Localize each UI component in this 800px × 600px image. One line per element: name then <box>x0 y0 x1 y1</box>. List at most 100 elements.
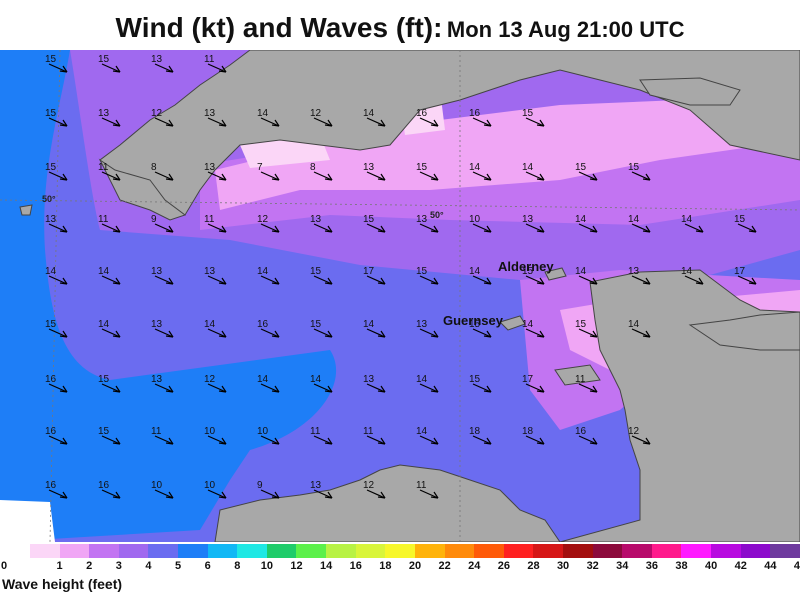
wind-arrow-head <box>112 330 121 338</box>
wind-speed-label: 13 <box>45 214 57 225</box>
wave-legend: 0 1 2 3 4 5 6 8 10 12 14 16 18 20 22 24 26 28 30 32 34 36 38 40… <box>0 542 800 600</box>
wind-arrow-shaft <box>313 435 333 445</box>
wind-speed-label: 13 <box>310 214 322 225</box>
wind-speed-label: 14 <box>469 162 481 173</box>
wind-speed-label: 15 <box>522 108 534 119</box>
wind-speed-label: 16 <box>469 108 481 119</box>
legend-tick: 22 <box>438 560 451 572</box>
wind-arrow-shaft <box>366 489 386 499</box>
wind-arrow-shaft <box>578 383 598 393</box>
wind-arrow-shaft <box>631 275 651 285</box>
wind-arrow-shaft <box>154 275 174 285</box>
legend-tick: 32 <box>586 560 599 572</box>
wind-arrow-head <box>483 385 492 393</box>
wind-arrow-shaft <box>419 171 439 181</box>
wind-speed-label: 15 <box>363 214 375 225</box>
wind-speed-label: 14 <box>575 214 587 225</box>
wind-arrow-head <box>430 437 439 445</box>
wind-arrow-head <box>536 277 545 285</box>
legend-tick: 3 <box>115 560 122 572</box>
wind-speed-label: 15 <box>98 54 110 65</box>
wind-speed-label: 11 <box>310 426 321 437</box>
wind-speed-label: 15 <box>416 162 428 173</box>
wind-arrow-head <box>377 330 386 338</box>
wind-speed-label: 13 <box>363 374 375 385</box>
wind-arrow-shaft <box>419 383 439 393</box>
wind-speed-label: 15 <box>575 162 587 173</box>
wind-arrow-head <box>589 225 598 233</box>
wind-arrow-shaft <box>525 275 545 285</box>
wind-arrow-shaft <box>207 328 227 338</box>
wind-arrow-head <box>112 119 121 127</box>
wind-speed-label: 11 <box>363 426 374 437</box>
wind-arrow-shaft <box>366 171 386 181</box>
wind-speed-label: 17 <box>522 374 534 385</box>
wind-speed-label: 12 <box>257 214 269 225</box>
legend-tick: 36 <box>645 560 659 572</box>
wind-speed-label: 8 <box>310 162 316 173</box>
wind-arrow-head <box>112 173 121 181</box>
wind-arrow-head <box>324 491 333 499</box>
wind-arrow-shaft <box>207 489 227 499</box>
wind-speed-label: 10 <box>204 426 216 437</box>
wind-arrow-shaft <box>260 489 280 499</box>
wind-arrow-head <box>165 119 174 127</box>
wind-speed-label: 13 <box>151 54 163 65</box>
wave-field-3ft <box>215 95 800 210</box>
wind-speed-label: 15 <box>575 319 587 330</box>
wind-speed-label: 14 <box>575 266 587 277</box>
wind-arrow-shaft <box>48 275 68 285</box>
wind-arrow-head <box>748 225 757 233</box>
wind-arrow-shaft <box>154 171 174 181</box>
wind-arrow-shaft <box>101 223 121 233</box>
wind-arrow-shaft <box>48 328 68 338</box>
wind-arrow-head <box>377 385 386 393</box>
legend-swatch <box>178 544 208 558</box>
wind-arrow-shaft <box>154 117 174 127</box>
wind-arrow-shaft <box>525 435 545 445</box>
wind-arrows-layer: 15 15 13 11 15 13 12 13 14 12 14 16 16 15 15 11 8 13 7 8 13 1… <box>45 54 757 499</box>
wind-arrow-shaft <box>472 275 492 285</box>
wind-speed-label: 12 <box>151 108 163 119</box>
wind-speed-label: 14 <box>257 108 269 119</box>
wind-arrow-shaft <box>472 435 492 445</box>
wind-arrow-shaft <box>578 435 598 445</box>
wind-arrow-head <box>218 277 227 285</box>
legend-swatch <box>474 544 504 558</box>
wind-arrow-head <box>112 437 121 445</box>
wind-arrow-shaft <box>313 117 333 127</box>
wind-speed-label: 14 <box>628 319 640 330</box>
wind-arrow-shaft <box>366 223 386 233</box>
wind-arrow-head <box>324 385 333 393</box>
wind-arrow-shaft <box>260 435 280 445</box>
wind-arrow-shaft <box>472 171 492 181</box>
wind-arrow-head <box>642 173 651 181</box>
wind-speed-label: 11 <box>151 426 162 437</box>
wind-speed-label: 15 <box>734 214 746 225</box>
wind-speed-label: 17 <box>734 266 746 277</box>
wind-speed-label: 15 <box>310 266 322 277</box>
wind-arrow-shaft <box>366 328 386 338</box>
wind-speed-label: 14 <box>681 266 693 277</box>
wind-speed-label: 11 <box>98 214 109 225</box>
wind-arrow-shaft <box>578 328 598 338</box>
wave-field-6ft <box>0 50 337 542</box>
wind-arrow-head <box>748 277 757 285</box>
wind-speed-label: 16 <box>45 480 57 491</box>
wind-speed-label: 15 <box>628 162 640 173</box>
wind-speed-label: 13 <box>204 266 216 277</box>
lat-label-east: 50° <box>430 210 444 220</box>
wind-arrow-shaft <box>525 328 545 338</box>
wind-arrow-shaft <box>101 117 121 127</box>
legend-tick: 34 <box>616 560 629 572</box>
wind-arrow-head <box>165 225 174 233</box>
wind-arrow-head <box>536 330 545 338</box>
legend-swatch <box>266 544 297 558</box>
legend-swatch <box>533 544 563 558</box>
wind-speed-label: 14 <box>363 319 375 330</box>
wind-arrow-head <box>695 277 704 285</box>
wind-arrow-head <box>377 437 386 445</box>
legend-swatch <box>503 544 534 558</box>
wind-arrow-head <box>59 173 68 181</box>
wind-arrow-head <box>377 491 386 499</box>
